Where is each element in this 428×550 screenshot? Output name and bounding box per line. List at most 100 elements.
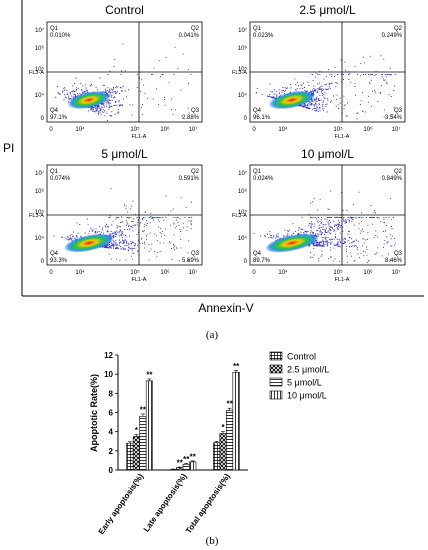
event-dot: [125, 240, 127, 242]
event-dot: [334, 67, 336, 69]
event-dot: [119, 242, 121, 244]
event-dot: [105, 88, 107, 90]
event-dot: [333, 225, 335, 227]
event-dot: [388, 74, 390, 75]
event-dot: [79, 224, 81, 226]
event-dot: [310, 223, 312, 225]
event-dot: [336, 243, 338, 245]
event-dot: [323, 224, 325, 226]
event-dot: [119, 235, 121, 237]
event-dot: [308, 107, 310, 109]
event-dot: [367, 101, 369, 103]
event-dot: [384, 222, 386, 224]
event-dot: [185, 206, 187, 208]
event-dot: [304, 105, 306, 107]
event-dot: [284, 229, 286, 231]
event-dot: [330, 222, 331, 223]
event-dot: [313, 88, 315, 89]
event-dot: [108, 91, 110, 93]
caption-b: (b): [206, 535, 219, 547]
event-dot: [332, 95, 334, 97]
event-dot: [362, 245, 363, 247]
event-dot: [158, 103, 160, 105]
event-dot: [140, 91, 142, 93]
flow-panel-title: 2.5 μmol/L: [299, 3, 356, 17]
event-dot: [137, 245, 139, 247]
event-dot: [269, 230, 271, 232]
event-dot: [371, 90, 373, 92]
event-dot: [119, 244, 121, 246]
event-dot: [339, 242, 341, 243]
quadrant-name: Q3: [394, 251, 403, 257]
event-dot: [313, 85, 315, 87]
event-dot: [276, 236, 278, 238]
event-dot: [159, 232, 161, 234]
event-dot: [342, 74, 344, 75]
event-dot: [90, 227, 92, 229]
event-dot: [344, 219, 346, 221]
event-dot: [318, 224, 320, 226]
event-dot: [336, 227, 338, 229]
event-dot: [132, 248, 134, 249]
quadrant-name: Q2: [394, 26, 403, 32]
event-dot: [327, 221, 329, 223]
event-dot: [158, 60, 160, 62]
event-dot: [349, 236, 351, 238]
event-dot: [330, 243, 332, 245]
event-dot: [318, 243, 320, 245]
event-dot: [357, 74, 359, 75]
event-dot: [321, 233, 322, 235]
event-dot: [130, 217, 132, 218]
event-dot: [319, 94, 321, 96]
event-dot: [99, 225, 100, 227]
event-dot: [313, 91, 314, 93]
quadrant-percent: 96.1%: [253, 115, 271, 121]
event-dot: [165, 56, 167, 58]
bar: [219, 433, 227, 471]
event-dot: [353, 217, 355, 218]
event-dot: [347, 217, 349, 218]
event-dot: [337, 74, 339, 75]
event-dot: [386, 81, 388, 83]
event-dot: [133, 253, 135, 255]
event-dot: [115, 92, 117, 94]
event-dot: [85, 89, 87, 91]
event-dot: [351, 220, 353, 222]
event-dot: [65, 97, 67, 99]
event-dot: [352, 245, 354, 247]
event-dot: [80, 235, 82, 237]
bar: [213, 442, 221, 471]
event-dot: [143, 247, 145, 249]
flow-panels: ControlQ10.010%Q20.041%Q497.1%Q32.88%10⁷…: [29, 3, 406, 283]
event-dot: [66, 93, 68, 95]
event-dot: [114, 91, 116, 93]
event-dot: [85, 87, 87, 89]
event-dot: [331, 241, 333, 243]
event-dot: [359, 104, 361, 105]
event-dot: [334, 217, 336, 218]
event-dot: [146, 220, 147, 222]
event-dot: [326, 88, 327, 90]
event-dot: [136, 217, 138, 218]
event-dot: [327, 217, 329, 218]
event-dot: [326, 241, 328, 243]
event-dot: [332, 260, 334, 262]
event-dot: [310, 226, 312, 228]
event-dot: [188, 259, 190, 261]
event-dot: [364, 251, 366, 253]
event-dot: [310, 202, 312, 204]
event-dot: [287, 87, 288, 89]
event-dot: [91, 229, 93, 231]
event-dot: [117, 227, 119, 229]
event-dot: [298, 233, 300, 234]
event-dot: [349, 217, 351, 218]
event-dot: [300, 84, 302, 86]
event-dot: [344, 104, 346, 106]
event-dot: [319, 242, 320, 244]
event-dot: [98, 231, 100, 232]
event-dot: [313, 90, 315, 92]
event-dot: [109, 93, 111, 95]
event-dot: [314, 100, 316, 102]
event-dot: [281, 91, 283, 93]
